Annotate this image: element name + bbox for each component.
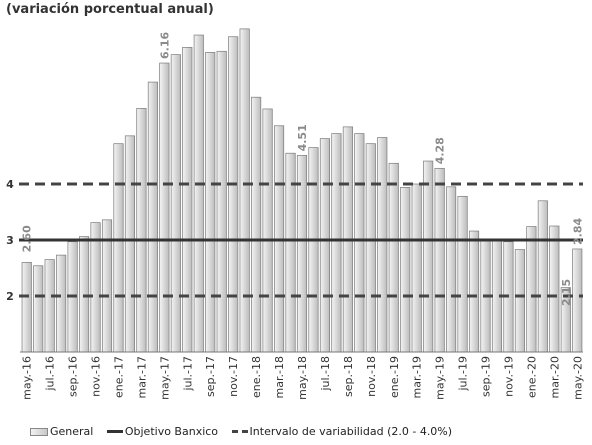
bar-jul.-18 (319, 138, 330, 353)
bar-feb.-18 (262, 108, 273, 353)
bar-jun.-16 (33, 265, 44, 353)
x-tick-label: may.-19 (434, 356, 447, 400)
data-label-2.60: 2.60 (21, 225, 34, 252)
data-label-4.28: 4.28 (434, 137, 447, 164)
x-tick-label: sep.-17 (204, 356, 217, 397)
bar-jun.-19 (446, 186, 457, 353)
chart-legend: General Objetivo Banxico Intervalo de va… (30, 424, 462, 438)
bar-jul.-16 (44, 259, 55, 353)
x-tick-label: mar.-18 (273, 356, 286, 398)
bar-ago.-18 (331, 133, 342, 353)
bar-feb.-17 (124, 135, 136, 353)
bar-feb.-19 (400, 187, 411, 353)
bar-jul.-19 (457, 195, 468, 353)
x-tick-label: nov.-17 (227, 356, 240, 397)
bar-dic.-19 (514, 249, 525, 353)
bar-may.-17 (159, 62, 170, 353)
x-tick-label: mar.-19 (411, 356, 424, 398)
legend-item-objetivo: Objetivo Banxico (106, 424, 219, 438)
bar-dic.-17 (239, 28, 250, 353)
x-tick-label: sep.-18 (342, 356, 355, 397)
chart-subtitle: (variación porcentual anual) (6, 2, 214, 17)
bar-dic.-18 (377, 137, 388, 353)
y-tick-label: 3 (6, 234, 14, 247)
bar-feb.-20 (537, 200, 548, 353)
x-tick-label: nov.-19 (502, 356, 515, 397)
x-tick-label: may.-18 (296, 356, 309, 400)
bar-may.-16 (21, 262, 32, 353)
bar-may.-20 (572, 248, 583, 353)
legend-item-intervalo: Intervalo de variabilidad (2.0 - 4.0%) (231, 424, 453, 438)
legend-item-general: General (30, 425, 93, 438)
x-tick-label: jul.-16 (44, 356, 57, 392)
data-label-6.16: 6.16 (158, 32, 171, 59)
bar-oct.-17 (216, 50, 227, 353)
x-tick-label: jul.-19 (457, 356, 470, 392)
bar-jun.-17 (170, 54, 181, 353)
bar-ene.-19 (388, 162, 399, 353)
legend-label-general: General (50, 424, 94, 438)
x-tick-label: sep.-19 (480, 356, 493, 397)
bar-mar.-19 (411, 183, 422, 353)
bar-jul.-17 (182, 47, 193, 353)
data-label-4.51: 4.51 (296, 124, 309, 151)
y-tick-label: 2 (6, 290, 14, 303)
x-tick-label: nov.-18 (365, 356, 378, 397)
bar-mar.-17 (136, 108, 147, 353)
data-label-2.84: 2.84 (571, 218, 584, 245)
bar-nov.-16 (90, 222, 101, 353)
x-tick-label: mar.-17 (135, 356, 148, 398)
x-tick-label: ene.-17 (113, 356, 126, 398)
bar-ene.-17 (113, 143, 124, 353)
x-tick-label: nov.-16 (90, 356, 103, 397)
bar-ene.-20 (526, 226, 537, 353)
x-tick-label: ene.-18 (250, 356, 263, 398)
x-tick-label: mar.-20 (548, 356, 561, 398)
bar-mar.-20 (549, 225, 560, 353)
bar-oct.-16 (79, 236, 90, 353)
legend-swatch-line (106, 430, 123, 433)
legend-swatch-dashed (231, 430, 248, 433)
x-tick-label: may.-20 (571, 356, 584, 400)
bar-jun.-18 (308, 147, 319, 353)
x-tick-label: jul.-17 (181, 356, 194, 392)
bar-ago.-19 (468, 230, 480, 353)
x-tick-label: may.-17 (158, 356, 171, 400)
legend-swatch-bar (30, 427, 48, 436)
x-tick-label: jul.-18 (319, 356, 332, 392)
data-label-2.15: 2.15 (560, 279, 573, 306)
y-tick-label: 4 (6, 178, 14, 191)
bar-ago.-17 (193, 34, 204, 353)
x-tick-label: ene.-19 (388, 356, 401, 398)
x-tick-label: sep.-16 (67, 356, 80, 397)
legend-label-objetivo: Objetivo Banxico (124, 424, 219, 438)
bar-may.-19 (434, 167, 445, 353)
x-tick-label: may.-16 (21, 356, 34, 400)
bar-abr.-19 (423, 160, 434, 353)
bar-ago.-16 (56, 254, 67, 353)
bar-sep.-17 (205, 52, 216, 353)
bar-nov.-18 (365, 143, 376, 353)
bar-nov.-17 (228, 36, 239, 353)
bar-ene.-18 (251, 96, 262, 353)
x-tick-label: ene.-20 (525, 356, 538, 398)
bar-oct.-18 (354, 133, 365, 353)
legend-label-intervalo: Intervalo de variabilidad (2.0 - 4.0%) (249, 424, 453, 438)
bar-abr.-17 (147, 81, 158, 353)
